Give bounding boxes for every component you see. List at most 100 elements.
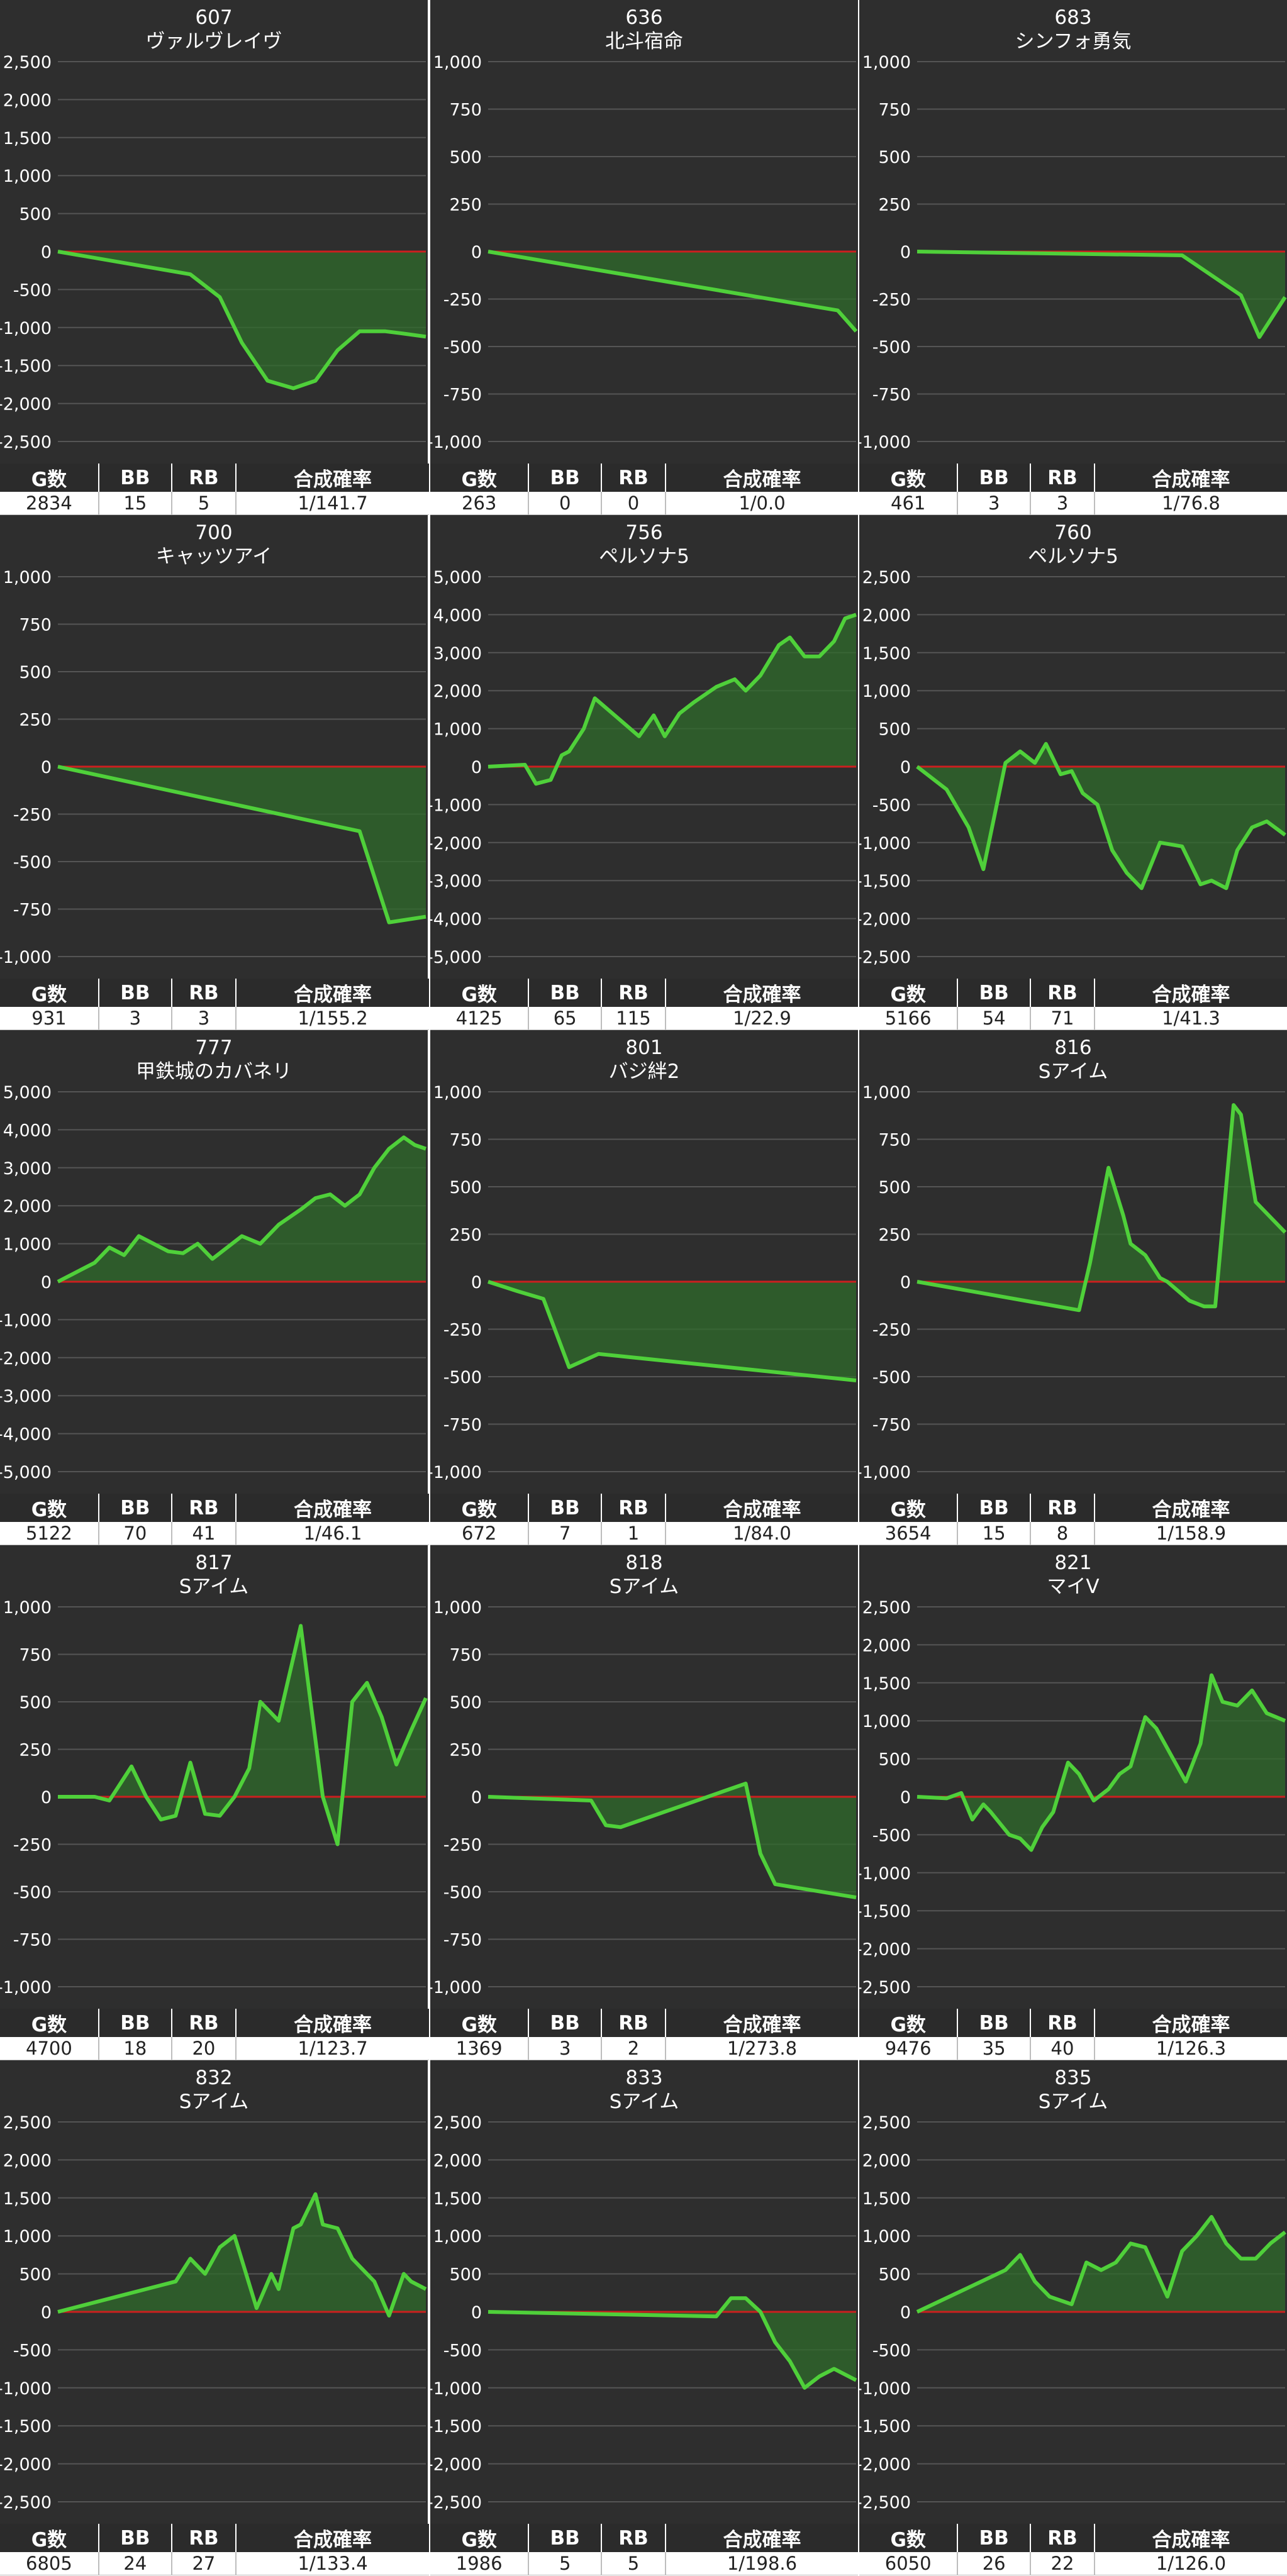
y-tick-label: -2,000 xyxy=(0,1349,52,1368)
chart-title: 756 xyxy=(625,521,662,544)
stats-header-games: G数 xyxy=(430,2009,530,2037)
chart-title: 832 xyxy=(195,2067,232,2089)
stats-header-bb: BB xyxy=(98,464,172,492)
stats-value-games: 4125 xyxy=(430,1007,530,1030)
stats-header-games: G数 xyxy=(0,2524,99,2552)
stats-value-bb: 3 xyxy=(528,2037,602,2060)
y-tick-label: 2,000 xyxy=(433,682,482,701)
y-tick-label: -500 xyxy=(443,1883,482,1902)
stats-value-games: 5122 xyxy=(0,1522,99,1545)
stats-header-rb: RB xyxy=(601,464,666,492)
y-tick-label: 1,000 xyxy=(3,2227,52,2246)
y-tick-label: 1,000 xyxy=(433,1083,482,1102)
series-line xyxy=(57,1135,426,1284)
stats-table: G数 BB RB 合成確率 2834 15 5 1/141.7 xyxy=(0,464,429,515)
y-tick-label: 4,000 xyxy=(3,1121,52,1140)
y-tick-label: 1,000 xyxy=(3,1235,52,1255)
stats-header-bb: BB xyxy=(957,2524,1031,2552)
chart-background xyxy=(0,0,428,464)
y-tick-label: 0 xyxy=(471,1788,482,1807)
series-line xyxy=(57,765,426,924)
stats-header-games: G数 xyxy=(0,979,99,1007)
stats-value-rate: 1/126.3 xyxy=(1094,2037,1287,2060)
stats-value-bb: 18 xyxy=(98,2037,172,2060)
y-tick-label: 1,500 xyxy=(862,2189,911,2209)
stats-header-bb: BB xyxy=(957,464,1031,492)
stats-value-rate: 1/84.0 xyxy=(665,1522,858,1545)
series-area xyxy=(58,767,426,923)
stats-value-rate: 1/41.3 xyxy=(1094,1007,1287,1030)
stats-header-bb: BB xyxy=(957,2009,1031,2037)
y-tick-label: 500 xyxy=(449,1178,482,1197)
y-tick-label: -500 xyxy=(443,338,482,357)
chart-subtitle: 甲鉄城のカバネリ xyxy=(136,1060,292,1083)
machine-panel: 1,000 750 500 250 0 -250 -500 -750 -1,000 816 Sアイム… xyxy=(859,1030,1287,1545)
stats-header-rate: 合成確率 xyxy=(665,1494,858,1522)
y-tick-label: 1,000 xyxy=(433,1598,482,1618)
stats-value-games: 2834 xyxy=(0,492,99,515)
machine-panel: 1,000 750 500 250 0 -250 -500 -750 -1,000 683 シンフォ… xyxy=(859,0,1287,515)
y-tick-label: -2,000 xyxy=(430,834,482,853)
stats-value-rate: 1/133.4 xyxy=(236,2552,429,2575)
stats-header-bb: BB xyxy=(98,2524,172,2552)
y-tick-label: 500 xyxy=(19,1693,52,1713)
y-tick-label: -2,000 xyxy=(859,2455,911,2475)
y-tick-label: 500 xyxy=(878,1178,911,1197)
y-tick-label: 0 xyxy=(900,1788,911,1807)
y-tick-label: 1,000 xyxy=(433,53,482,72)
stats-value-rate: 1/46.1 xyxy=(236,1522,429,1545)
y-tick-label: -500 xyxy=(443,1368,482,1387)
y-tick-label: 500 xyxy=(449,1693,482,1713)
chart-background xyxy=(859,515,1287,979)
y-tick-label: -500 xyxy=(13,280,52,300)
stats-table: G数 BB RB 合成確率 5166 54 71 1/41.3 xyxy=(859,979,1287,1030)
y-tick-label: 1,500 xyxy=(3,2189,52,2209)
y-tick-label: 0 xyxy=(900,243,911,262)
chart-subtitle: Sアイム xyxy=(179,1575,249,1598)
chart: 2,500 2,000 1,500 1,000 500 0 -500 -1,000 -1,500… xyxy=(859,515,1287,979)
y-tick-label: 500 xyxy=(878,148,911,167)
y-tick-label: -1,500 xyxy=(0,357,52,376)
stats-value-rb: 41 xyxy=(171,1522,237,1545)
machine-panel: 1,000 750 500 250 0 -250 -500 -750 -1,000 801 バジ絆2… xyxy=(430,1030,858,1545)
chart: 2,500 2,000 1,500 1,000 500 0 -500 -1,000 -1,500… xyxy=(0,2060,428,2524)
stats-value-rb: 1 xyxy=(601,1522,666,1545)
y-tick-label: -750 xyxy=(872,1416,911,1435)
chart-background xyxy=(430,0,858,464)
chart-background xyxy=(430,1030,858,1494)
stats-value-games: 1986 xyxy=(430,2552,530,2575)
stats-value-rb: 22 xyxy=(1030,2552,1095,2575)
stats-header-rb: RB xyxy=(171,979,237,1007)
stats-table: G数 BB RB 合成確率 4125 65 115 1/22.9 xyxy=(430,979,858,1030)
stats-header-games: G数 xyxy=(0,2009,99,2037)
y-tick-label: 250 xyxy=(449,1226,482,1245)
y-tick-label: 250 xyxy=(878,196,911,215)
series-area xyxy=(917,252,1285,337)
chart: 2,500 2,000 1,500 1,000 500 0 -500 -1,000 -1,500… xyxy=(0,0,428,464)
y-tick-label: -1,000 xyxy=(859,1864,911,1884)
y-tick-label: 1,500 xyxy=(862,1674,911,1694)
y-tick-label: 750 xyxy=(449,1646,482,1665)
y-tick-label: 1,500 xyxy=(862,644,911,663)
y-tick-label: 2,500 xyxy=(862,1598,911,1618)
y-tick-label: -1,000 xyxy=(859,433,911,452)
y-tick-label: 2,000 xyxy=(862,1636,911,1655)
stats-header-games: G数 xyxy=(430,464,530,492)
y-tick-label: 750 xyxy=(878,1131,911,1150)
stats-table: G数 BB RB 合成確率 5122 70 41 1/46.1 xyxy=(0,1494,429,1545)
chart-background xyxy=(859,1030,1287,1494)
chart-subtitle: Sアイム xyxy=(610,2090,679,2113)
stats-header-bb: BB xyxy=(528,1494,602,1522)
y-tick-label: -1,000 xyxy=(0,1978,52,1997)
machine-panel: 5,000 4,000 3,000 2,000 1,000 0 -1,000 -2,000 -3… xyxy=(0,1030,429,1545)
y-tick-label: 0 xyxy=(471,2303,482,2323)
series-area xyxy=(58,1137,426,1282)
stats-value-bb: 5 xyxy=(528,2552,602,2575)
y-tick-label: 0 xyxy=(471,758,482,777)
y-tick-label: -5,000 xyxy=(430,948,482,967)
chart-title: 833 xyxy=(625,2067,662,2089)
stats-value-rb: 115 xyxy=(601,1007,666,1030)
stats-header-bb: BB xyxy=(528,2524,602,2552)
